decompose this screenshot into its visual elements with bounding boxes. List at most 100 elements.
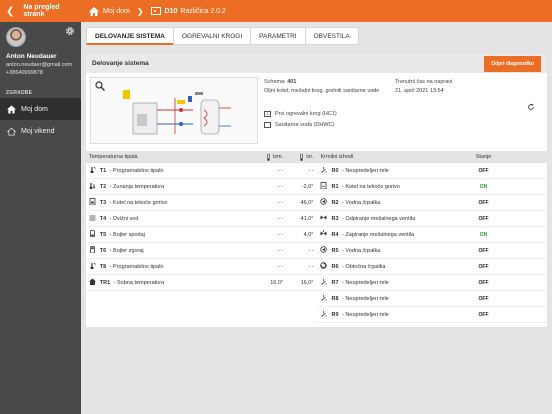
row-icon-cell — [320, 182, 332, 191]
device-name: D10 — [164, 7, 178, 15]
hydraulic-diagram — [123, 90, 231, 135]
open-diagnostics-button[interactable]: Odpri diagnostiko — [484, 55, 541, 72]
scheme-section: Schema: 401 Oljni kotel, mešalni krog, g… — [86, 73, 547, 148]
output-state: ON — [479, 231, 488, 238]
tab-delovanje-sistema[interactable]: DELOVANJE SISTEMA — [86, 27, 173, 45]
row-icon-cell — [320, 166, 332, 175]
sensor-computed: -2,0° — [301, 183, 314, 190]
sensor-measured: - - — [277, 231, 284, 238]
valve-close-icon — [320, 230, 326, 236]
table-row: R2 - Vodna črpalka OFF — [316, 195, 547, 211]
tab-obvestila[interactable]: OBVESTILA — [304, 27, 359, 45]
circuit-item-dhwc: Sanitarna voda (DHWC) — [264, 122, 337, 128]
row-icon-cell — [320, 278, 332, 287]
sensor-label: Dvižni vod — [113, 215, 139, 222]
back-to-clients-button[interactable]: ❮ Na pregled strank — [0, 0, 81, 22]
output-name: R1 - Kotel na tekoče gorivo — [331, 183, 400, 190]
row-icon-cell — [320, 310, 332, 319]
device-time-value: 21. april 2021 13:54 — [395, 88, 444, 94]
output-name: R3 - Odpiranje mešalnega ventila — [331, 215, 416, 222]
sensor-computed: - - — [308, 247, 314, 254]
sensor-label: Bojler spodaj — [113, 231, 145, 238]
sensor-name: T8 - Programabilno tipalo — [99, 263, 164, 270]
output-label: Vodna črpalka — [345, 199, 381, 206]
tab-ogrevalni-krogi[interactable]: OGREVALNI KROGI — [172, 27, 251, 45]
header-control-outputs: Krmilni izhodi — [320, 154, 354, 160]
schema-description: Oljni kotel, mešalni krog, grelnik sanit… — [264, 88, 380, 94]
sensor-computed: 4,0° — [303, 231, 314, 238]
sensor-code: T3 — [99, 199, 107, 206]
refresh-icon[interactable] — [527, 103, 535, 111]
top-bar: ❮ Na pregled strank Moj dom ❯ D10 Različ… — [0, 0, 552, 22]
relay-icon — [320, 279, 327, 285]
output-label: Kotel na tekoče gorivo — [345, 183, 400, 190]
schema-label: Schema: — [264, 79, 286, 85]
schema-info: Schema: 401 Oljni kotel, mešalni krog, g… — [264, 79, 379, 94]
tab-parametri[interactable]: PARAMETRI — [250, 27, 305, 45]
row-icon-cell — [89, 262, 100, 271]
breadcrumb-device[interactable]: D10 Različica 2.0.2 — [150, 7, 226, 15]
table-row: R5 - Vodna črpalka OFF — [316, 243, 547, 259]
row-icon-cell — [319, 198, 332, 207]
section-label-buildings: ZGRADBE — [6, 90, 33, 96]
header-state: Stanje — [475, 154, 492, 160]
user-name: Anton Neudauer — [6, 53, 57, 60]
row-icon-cell — [89, 198, 100, 207]
sensor-measured: 16,0° — [270, 279, 284, 286]
sensor-name: T1 - Programabilno tipalo — [99, 167, 164, 174]
sensor-code: T2 — [99, 183, 107, 190]
user-profile: Anton Neudauer anton.neudaer@gmail.com +… — [0, 22, 81, 87]
table-row: R9 - Neopredeljen rele OFF — [316, 307, 547, 323]
boiler-icon — [89, 198, 96, 205]
sensor-code: T1 — [99, 167, 107, 174]
row-icon-cell — [320, 230, 332, 239]
home-icon — [89, 6, 99, 16]
table-row: T5 - Bojler spodaj - - 4,0° — [86, 227, 317, 243]
output-code: R6 — [331, 263, 339, 270]
temperature-sensors-table: Temperaturna tipala Izm. Izr. T1 - Progr… — [86, 151, 317, 323]
output-label: Neopredeljen rele — [345, 311, 389, 318]
pump-icon — [319, 198, 327, 205]
sensor-name: T6 - Bojler zgoraj — [99, 247, 144, 254]
tap-water-icon — [264, 122, 271, 128]
output-state: OFF — [478, 311, 489, 318]
sidebar-item-label: Moj dom — [21, 105, 48, 113]
sensor-label: Kotel na tekoče gorivo — [113, 199, 168, 206]
output-label: Neopredeljen rele — [345, 167, 389, 174]
hydraulic-scheme-image[interactable] — [90, 77, 258, 144]
gear-icon[interactable] — [65, 26, 75, 36]
output-label: Odpiranje mešalnega ventila — [345, 215, 416, 222]
breadcrumb-home[interactable]: Moj dom — [89, 6, 130, 16]
sidebar: Anton Neudauer anton.neudaer@gmail.com +… — [0, 22, 81, 414]
row-icon-cell — [89, 182, 100, 191]
table-row: T3 - Kotel na tekoče gorivo - - 46,0° — [86, 195, 317, 211]
data-tables: Temperaturna tipala Izm. Izr. T1 - Progr… — [86, 151, 547, 323]
output-code: R2 — [331, 199, 339, 206]
row-icon-cell — [89, 230, 100, 239]
sidebar-item-moj-vikend[interactable]: Moj vikend — [0, 120, 81, 142]
sidebar-item-moj-dom[interactable]: Moj dom — [0, 98, 81, 120]
output-state: OFF — [478, 263, 489, 270]
sensor-code: T4 — [99, 215, 107, 222]
sensor-label: Bojler zgoraj — [113, 247, 144, 254]
relay-icon — [320, 295, 327, 301]
valve-open-icon — [320, 215, 326, 220]
sensor-code: T5 — [99, 231, 107, 238]
output-state: OFF — [478, 295, 489, 302]
outdoor-temp-icon — [89, 183, 96, 189]
search-icon[interactable] — [95, 81, 105, 91]
circuit-label: Sanitarna voda (DHWC) — [275, 122, 335, 128]
header-temperature-sensors: Temperaturna tipala — [89, 154, 138, 160]
device-version: Različica 2.0.2 — [180, 7, 226, 15]
row-icon-cell — [89, 246, 100, 255]
control-outputs-table: Krmilni izhodi Stanje R0 - Neopredeljen … — [316, 151, 547, 323]
schema-number: 401 — [287, 79, 297, 85]
output-state: OFF — [478, 199, 489, 206]
flow-icon — [89, 215, 96, 221]
chevron-right-icon: ❯ — [136, 6, 144, 16]
table-row: T4 - Dvižni vod - - 41,0° — [86, 211, 317, 227]
temperature-table-header: Temperaturna tipala Izm. Izr. — [86, 151, 317, 163]
sensor-measured: - - — [277, 167, 284, 174]
table-row: TR1 - Sobna temperatura 16,0° 16,0° — [86, 275, 317, 291]
output-code: R8 — [331, 295, 339, 302]
